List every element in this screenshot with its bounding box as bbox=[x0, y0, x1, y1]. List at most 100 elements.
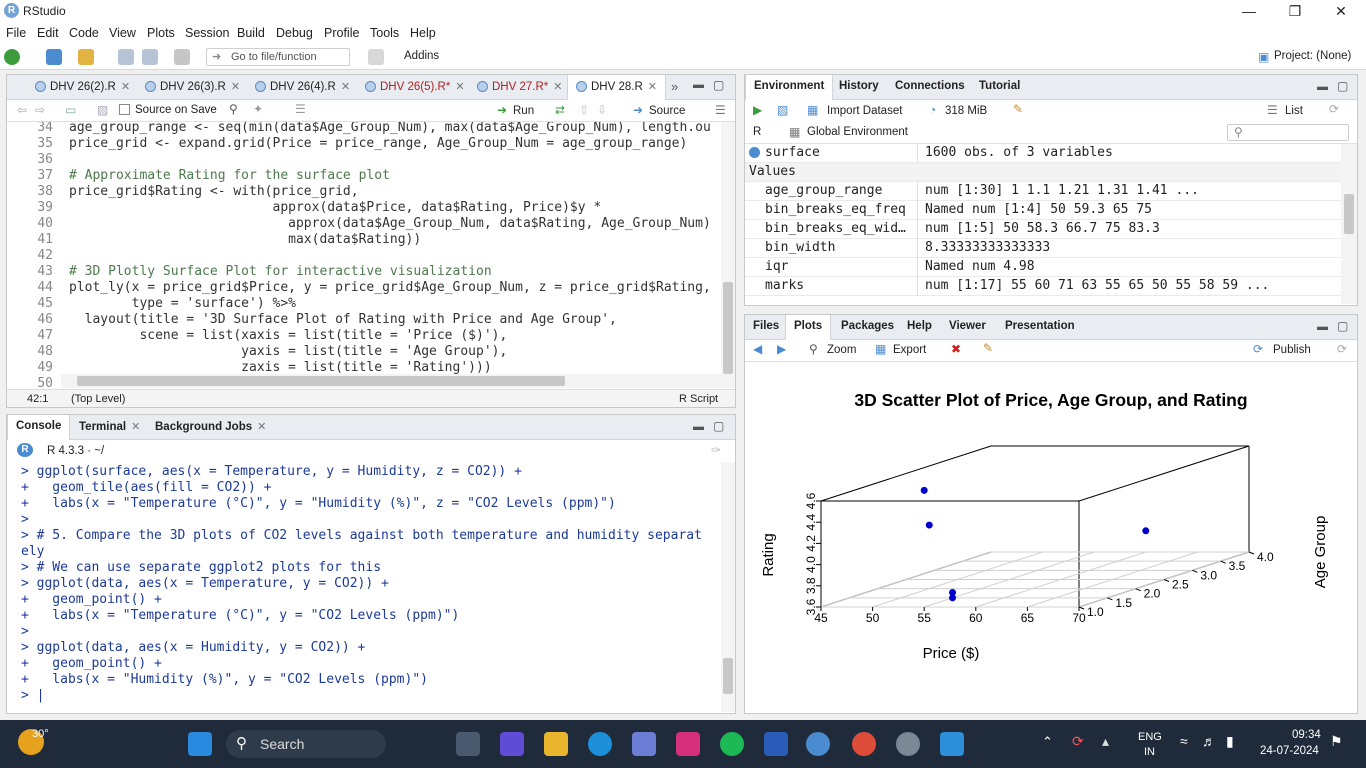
save-all-icon[interactable] bbox=[142, 49, 158, 65]
code-line[interactable]: 43 # 3D Plotly Surface Plot for interacti… bbox=[7, 264, 719, 280]
close-tab-icon[interactable]: ✕ bbox=[120, 81, 131, 93]
magic-wand-icon[interactable]: ✦ bbox=[253, 102, 264, 116]
code-line[interactable]: 37 # Approximate Rating for the surface p… bbox=[7, 168, 719, 184]
source-on-save-checkbox[interactable] bbox=[119, 104, 130, 115]
refresh-icon[interactable]: ⟳ bbox=[1337, 342, 1348, 356]
save-icon[interactable] bbox=[118, 49, 134, 65]
addins-menu[interactable]: Addins bbox=[404, 50, 440, 62]
menu-edit[interactable]: Edit bbox=[37, 26, 59, 40]
chrome-icon[interactable] bbox=[852, 732, 876, 756]
export-button[interactable]: Export bbox=[893, 344, 927, 356]
menu-view[interactable]: View bbox=[109, 26, 136, 40]
wifi-icon[interactable]: ≈ bbox=[1180, 733, 1188, 749]
maximize-pane-icon[interactable]: ▢ bbox=[713, 419, 725, 433]
scroll-thumb[interactable] bbox=[1344, 194, 1354, 234]
save-file-icon[interactable]: ▧ bbox=[97, 103, 109, 117]
broom-icon[interactable]: ✎ bbox=[983, 341, 994, 355]
battery-icon[interactable]: ▮ bbox=[1226, 733, 1234, 749]
view-mode-selector[interactable]: List bbox=[1285, 105, 1303, 117]
menu-code[interactable]: Code bbox=[69, 26, 99, 40]
new-project-icon[interactable] bbox=[46, 49, 62, 65]
notification-icon[interactable]: ⚑ bbox=[1330, 733, 1343, 749]
grid-icon[interactable] bbox=[368, 49, 384, 65]
code-line[interactable]: 45 type = 'surface') %>% bbox=[7, 296, 719, 312]
load-workspace-icon[interactable]: ▶ bbox=[753, 103, 763, 117]
goto-file-input[interactable]: ➜ Go to file/function bbox=[206, 48, 350, 66]
console-scrollbar[interactable] bbox=[721, 462, 735, 712]
instagram-icon[interactable] bbox=[676, 732, 700, 756]
environment-scrollbar[interactable] bbox=[1341, 144, 1357, 304]
show-in-window-icon[interactable]: ▭ bbox=[65, 103, 77, 117]
weather-icon[interactable] bbox=[18, 729, 44, 755]
close-tab-icon[interactable]: ✕ bbox=[553, 81, 563, 93]
refresh-icon[interactable]: ⟳ bbox=[1329, 102, 1340, 116]
chevron-up-icon[interactable]: ⌃ bbox=[1042, 734, 1053, 749]
photos-icon[interactable] bbox=[940, 732, 964, 756]
tab-history[interactable]: History bbox=[839, 80, 879, 92]
task-view-icon[interactable] bbox=[456, 732, 480, 756]
minimize-pane-icon[interactable]: ▬ bbox=[1317, 321, 1328, 333]
search-icon[interactable]: ⚲ bbox=[229, 102, 238, 116]
minimize-pane-icon[interactable]: ▬ bbox=[693, 421, 704, 433]
env-data-row[interactable]: surface 1600 obs. of 3 variables bbox=[745, 144, 1341, 163]
source-button[interactable]: Source bbox=[649, 105, 686, 117]
maximize-pane-icon[interactable]: ▢ bbox=[1337, 319, 1349, 333]
language-selector[interactable]: R bbox=[753, 126, 762, 138]
tab-environment[interactable]: Environment bbox=[745, 75, 834, 100]
clock-time[interactable]: 09:34 bbox=[1292, 729, 1321, 741]
tab-help[interactable]: Help bbox=[907, 320, 932, 332]
forward-icon[interactable]: ⇨ bbox=[35, 103, 46, 117]
env-value-row[interactable]: age_group_range num [1:30] 1 1.1 1.21 1.3… bbox=[745, 182, 1341, 201]
tab-connections[interactable]: Connections bbox=[895, 80, 965, 92]
store-icon[interactable] bbox=[632, 732, 656, 756]
tab-background-jobs[interactable]: Background Jobs ✕ bbox=[155, 421, 267, 433]
scroll-thumb[interactable] bbox=[723, 658, 733, 694]
settings-icon[interactable] bbox=[896, 732, 920, 756]
code-line[interactable]: 47 scene = list(xaxis = list(title = 'Pr… bbox=[7, 328, 719, 344]
tab-dhv-26-3[interactable]: DHV 26(3).R ✕ bbox=[137, 75, 248, 99]
rerun-icon[interactable]: ⇄ bbox=[555, 103, 566, 117]
close-tab-icon[interactable]: ✕ bbox=[455, 81, 465, 93]
console-output[interactable]: > ggplot(surface, aes(x = Temperature, y… bbox=[7, 462, 719, 712]
back-icon[interactable]: ⇦ bbox=[17, 103, 28, 117]
maximize-pane-icon[interactable]: ▢ bbox=[1337, 79, 1349, 93]
scope-selector[interactable]: (Top Level) bbox=[71, 393, 126, 405]
import-dataset-button[interactable]: Import Dataset bbox=[827, 105, 903, 117]
spotify-icon[interactable] bbox=[720, 732, 744, 756]
maximize-pane-icon[interactable]: ▢ bbox=[713, 78, 725, 92]
code-line[interactable]: 36 bbox=[7, 152, 719, 168]
code-line[interactable]: 49 zaxis = list(title = 'Rating'))) bbox=[7, 360, 719, 376]
zoom-button[interactable]: Zoom bbox=[827, 344, 857, 356]
close-button[interactable]: ✕ bbox=[1335, 3, 1347, 19]
run-button[interactable]: Run bbox=[513, 105, 535, 117]
code-line[interactable]: 34 age_group_range <- seq(min(data$Age_Gr… bbox=[7, 122, 719, 136]
scroll-thumb[interactable] bbox=[723, 282, 733, 374]
taskbar-search[interactable]: ⚲ Search bbox=[226, 730, 386, 758]
menu-session[interactable]: Session bbox=[185, 26, 230, 40]
previous-plot-icon[interactable]: ◀ bbox=[753, 342, 763, 356]
menu-help[interactable]: Help bbox=[410, 26, 436, 40]
close-tab-icon[interactable]: ✕ bbox=[257, 421, 267, 433]
restore-button[interactable]: ❐ bbox=[1288, 3, 1302, 19]
env-value-row[interactable]: marks num [1:17] 55 60 71 63 55 65 50 55 … bbox=[745, 277, 1341, 296]
rstudio-taskbar-icon[interactable] bbox=[806, 732, 830, 756]
word-icon[interactable] bbox=[764, 732, 788, 756]
code-line[interactable]: 35 price_grid <- expand.grid(Price = pric… bbox=[7, 136, 719, 152]
tab-presentation[interactable]: Presentation bbox=[1005, 320, 1075, 332]
clear-console-icon[interactable]: ✑ bbox=[711, 443, 722, 457]
file-type-selector[interactable]: R Script bbox=[679, 393, 719, 405]
editor-horizontal-scrollbar[interactable] bbox=[61, 374, 721, 388]
code-editor[interactable]: 34 age_group_range <- seq(min(data$Age_Gr… bbox=[7, 122, 719, 388]
close-tab-icon[interactable]: ✕ bbox=[647, 81, 657, 93]
next-plot-icon[interactable]: ▶ bbox=[777, 342, 787, 356]
h-scroll-thumb[interactable] bbox=[77, 376, 565, 386]
tab-dhv-26-4[interactable]: DHV 26(4).R ✕ bbox=[247, 75, 358, 99]
expand-icon[interactable] bbox=[749, 147, 760, 158]
down-icon[interactable]: ⇩ bbox=[597, 103, 608, 117]
menu-plots[interactable]: Plots bbox=[147, 26, 175, 40]
tab-terminal[interactable]: Terminal ✕ bbox=[79, 421, 141, 433]
tab-console[interactable]: Console bbox=[7, 415, 71, 440]
code-line[interactable]: 44 plot_ly(x = price_grid$Price, y = pric… bbox=[7, 280, 719, 296]
tab-dhv-27[interactable]: DHV 27.R* ✕ bbox=[469, 75, 570, 99]
tab-packages[interactable]: Packages bbox=[841, 320, 895, 332]
